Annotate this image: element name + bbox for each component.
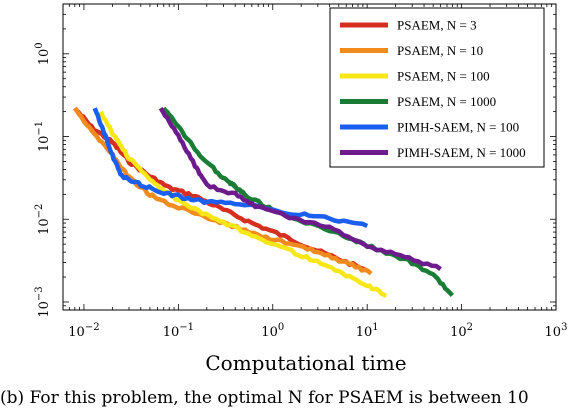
x-tick-label: 101 [356, 322, 379, 340]
plot-frame [62, 3, 557, 311]
legend-label: PSAEM, N = 100 [397, 69, 490, 84]
series-line-5 [92, 107, 369, 229]
legend-box [329, 7, 545, 168]
x-tick-label: 103 [545, 322, 568, 340]
figure-caption: (b) For this problem, the optimal N for … [0, 388, 529, 408]
legend: PSAEM, N = 3 PSAEM, N = 10 PSAEM, N = 100 P… [329, 7, 545, 168]
x-tick-label: 10−2 [68, 322, 99, 340]
series-line-4 [161, 106, 455, 297]
legend-label: PSAEM, N = 10 [397, 43, 483, 58]
series-line-6 [158, 107, 442, 271]
legend-label: PIMH-SAEM, N = 100 [397, 120, 519, 135]
x-axis-label: Computational time [205, 351, 406, 375]
series-line-3 [98, 110, 387, 298]
series-layer [73, 106, 455, 298]
x-tick-label: 102 [450, 322, 473, 340]
y-tick-label: 10−3 [34, 286, 52, 317]
y-tick-label: 100 [34, 42, 52, 65]
y-tick-label: 10−2 [34, 204, 52, 235]
x-tick-label: 100 [261, 322, 284, 340]
legend-label: PIMH-SAEM, N = 1000 [397, 145, 526, 160]
legend-label: PSAEM, N = 3 [397, 18, 477, 33]
ticks-layer: 10−2 10−1 100 101 102 103 10−3 10−2 10−1 100 [34, 4, 567, 340]
legend-label: PSAEM, N = 1000 [397, 94, 496, 109]
x-tick-label: 10−1 [163, 322, 194, 340]
y-tick-label: 10−1 [34, 121, 52, 152]
